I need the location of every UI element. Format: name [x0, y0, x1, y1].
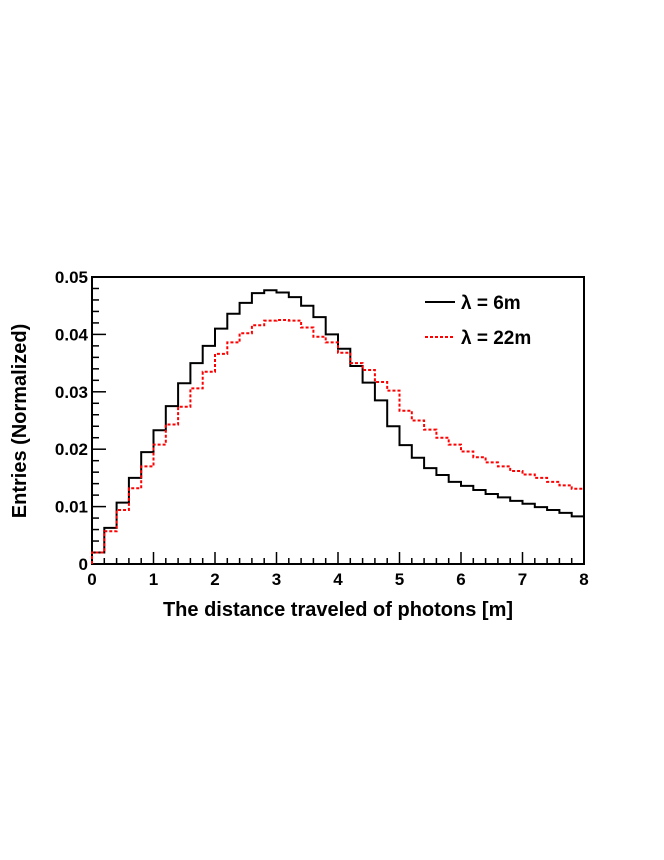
series-1-histogram	[91, 289, 584, 564]
x-tick-label: 2	[210, 570, 219, 589]
legend: λ = 6m λ = 22m	[425, 293, 531, 349]
legend-label-series-2: λ = 22m	[461, 328, 531, 349]
y-tick-label: 0	[79, 555, 88, 574]
x-tick-label: 7	[518, 570, 527, 589]
y-tick-label: 0.01	[55, 498, 88, 517]
y-tick-label: 0.05	[55, 268, 88, 287]
y-axis-title: Entries (Normalized)	[9, 324, 31, 518]
x-axis: 0 1 2 3 4 5 6 7 8	[87, 552, 589, 589]
y-tick-label: 0.02	[55, 440, 88, 459]
series-2-histogram	[91, 319, 584, 564]
x-tick-label: 8	[579, 570, 588, 589]
x-tick-label: 0	[87, 570, 96, 589]
y-tick-label: 0.04	[55, 325, 89, 344]
y-axis: 0 0.01 0.02 0.03 0.04 0.05	[55, 268, 106, 574]
legend-label-series-1: λ = 6m	[461, 293, 521, 314]
x-tick-label: 4	[333, 570, 343, 589]
x-axis-title: The distance traveled of photons [m]	[163, 599, 513, 621]
x-tick-label: 3	[272, 570, 281, 589]
y-tick-label: 0.03	[55, 383, 88, 402]
series-layer	[91, 289, 584, 564]
x-tick-label: 1	[149, 570, 158, 589]
x-tick-label: 5	[395, 570, 404, 589]
x-tick-label: 6	[456, 570, 465, 589]
